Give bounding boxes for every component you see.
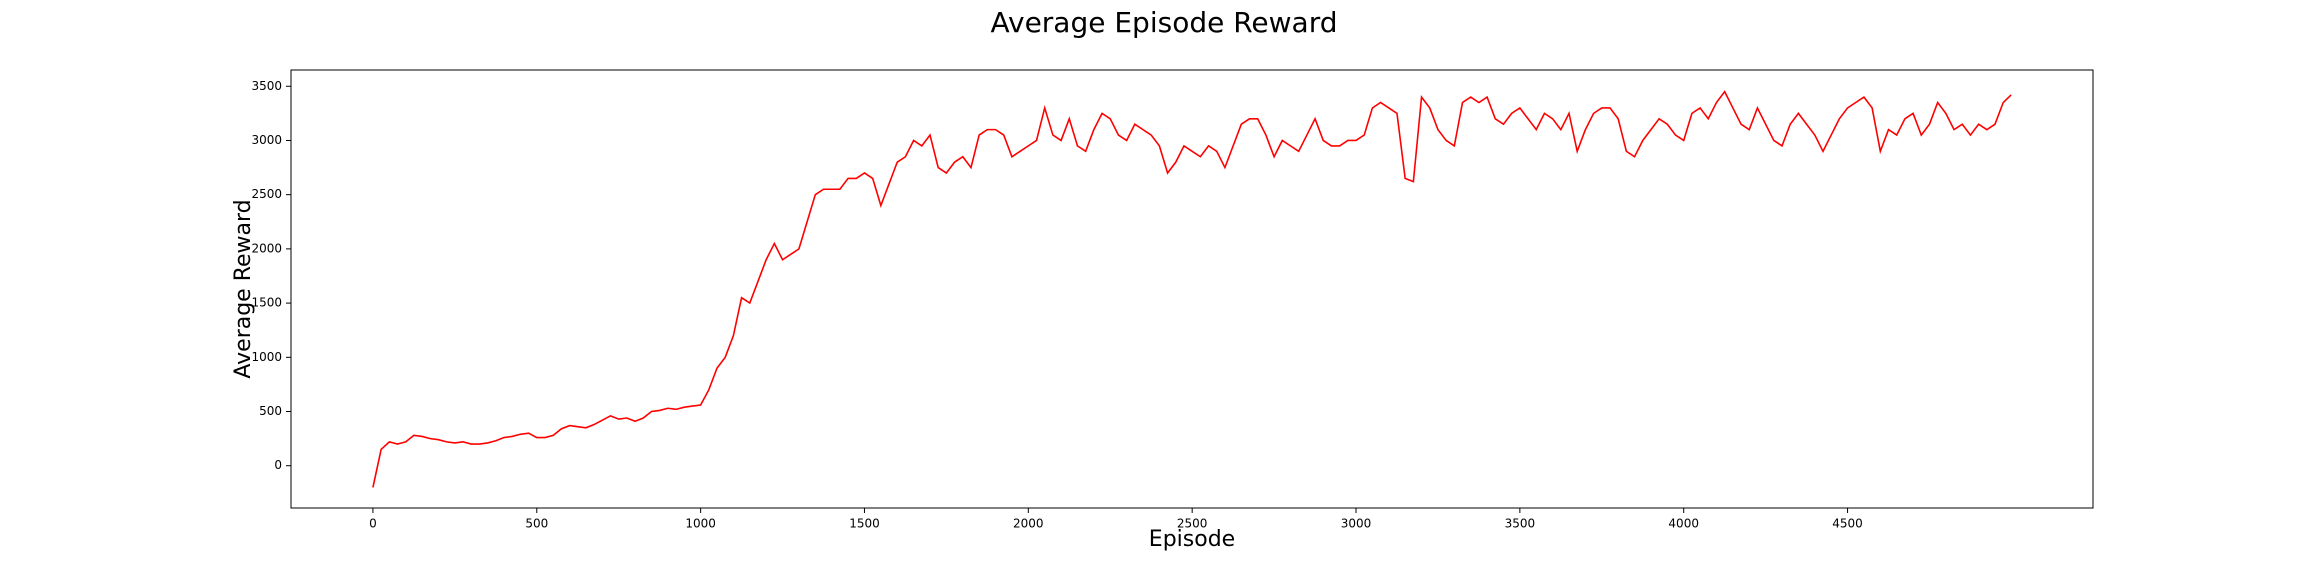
x-tick-label: 0 xyxy=(369,517,377,531)
x-tick-label: 2500 xyxy=(1177,517,1208,531)
y-tick-label: 2000 xyxy=(251,241,282,255)
x-tick-label: 1000 xyxy=(685,517,716,531)
plot-frame xyxy=(290,69,2094,509)
x-tick-label: 4000 xyxy=(1668,517,1699,531)
chart-title: Average Episode Reward xyxy=(990,6,1337,39)
y-axis-label: Average Reward xyxy=(231,199,256,378)
y-tick-label: 2500 xyxy=(251,187,282,201)
x-tick-label: 2000 xyxy=(1013,517,1044,531)
data-line xyxy=(372,90,2012,488)
x-axis-label: Episode xyxy=(1149,527,1235,552)
y-tick-label: 500 xyxy=(259,404,282,418)
y-tick-label: 3000 xyxy=(251,133,282,147)
y-tick-label: 1000 xyxy=(251,350,282,364)
y-tick-label: 0 xyxy=(274,458,282,472)
y-tick-label: 1500 xyxy=(251,296,282,310)
x-tick-label: 3500 xyxy=(1505,517,1536,531)
x-tick-label: 4500 xyxy=(1832,517,1863,531)
x-tick-label: 500 xyxy=(525,517,548,531)
x-tick-label: 3000 xyxy=(1341,517,1372,531)
x-tick-label: 1500 xyxy=(849,517,880,531)
y-tick-label: 3500 xyxy=(251,79,282,93)
